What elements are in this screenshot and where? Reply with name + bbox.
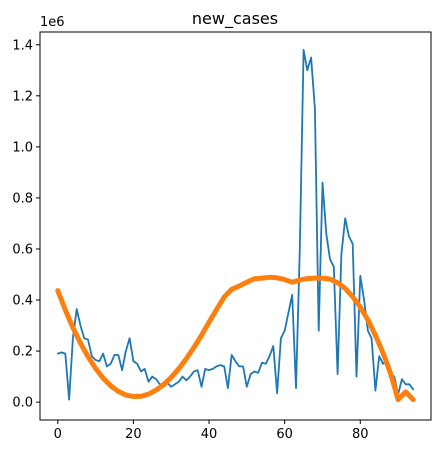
y-tick-label: 0.6	[12, 242, 33, 257]
series-line-1	[55, 274, 416, 403]
y-tick-label: 0.2	[12, 345, 33, 360]
chart-title: new_cases	[192, 9, 278, 29]
series-line-0	[56, 49, 415, 401]
x-tick-label: 80	[352, 427, 369, 442]
y-tick-label: 1.0	[12, 140, 33, 155]
y-tick-label: 0.0	[12, 396, 33, 411]
plot-area	[55, 49, 416, 403]
axes-frame	[39, 31, 432, 421]
x-tick-label: 60	[276, 427, 293, 442]
y-axis: 0.0 0.2 0.4 0.6 0.8 1.0 1.2 1.4	[12, 38, 40, 411]
y-tick-label: 0.4	[12, 294, 33, 309]
x-tick-label: 0	[54, 427, 62, 442]
x-axis: 0 20 40 60 80	[54, 420, 369, 442]
x-tick-label: 40	[201, 427, 218, 442]
y-tick-label: 1.4	[12, 38, 33, 53]
y-offset-label: 1e6	[40, 15, 65, 30]
y-tick-label: 0.8	[12, 191, 33, 206]
y-tick-label: 1.2	[12, 89, 33, 104]
x-tick-label: 20	[125, 427, 142, 442]
